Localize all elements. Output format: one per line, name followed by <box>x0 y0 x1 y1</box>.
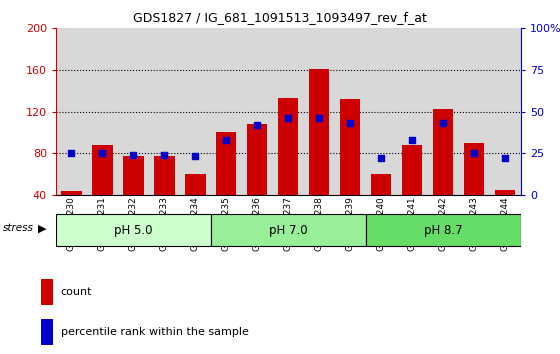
Bar <box>180 28 211 195</box>
Point <box>501 155 510 161</box>
Bar <box>149 28 180 195</box>
Bar <box>495 189 515 195</box>
Bar <box>242 28 273 195</box>
Bar <box>335 28 366 195</box>
Bar <box>397 28 428 195</box>
Bar <box>185 174 206 195</box>
Point <box>346 120 355 126</box>
Point <box>377 155 386 161</box>
Point <box>191 154 200 159</box>
Point <box>67 150 76 156</box>
FancyBboxPatch shape <box>56 214 211 246</box>
Text: stress: stress <box>3 223 34 233</box>
Bar <box>155 156 175 195</box>
Bar <box>464 143 484 195</box>
Bar <box>428 28 459 195</box>
Text: percentile rank within the sample: percentile rank within the sample <box>60 327 249 337</box>
Bar <box>123 156 143 195</box>
Bar <box>459 28 490 195</box>
Point <box>315 115 324 121</box>
Bar <box>248 124 268 195</box>
Point <box>253 122 262 128</box>
Bar <box>278 98 298 195</box>
Point <box>284 115 293 121</box>
Bar <box>40 279 53 305</box>
Point <box>160 152 169 158</box>
Bar <box>490 28 521 195</box>
Text: pH 7.0: pH 7.0 <box>269 224 307 236</box>
FancyBboxPatch shape <box>211 214 366 246</box>
Bar <box>433 109 454 195</box>
Bar <box>309 69 329 195</box>
Bar <box>118 28 149 195</box>
Bar <box>304 28 335 195</box>
Text: pH 5.0: pH 5.0 <box>114 224 153 236</box>
Point <box>129 152 138 158</box>
Bar <box>92 145 113 195</box>
Point <box>408 137 417 143</box>
Point <box>98 150 107 156</box>
Bar <box>340 99 361 195</box>
Bar <box>40 319 53 345</box>
Text: GDS1827 / IG_681_1091513_1093497_rev_f_at: GDS1827 / IG_681_1091513_1093497_rev_f_a… <box>133 11 427 24</box>
Bar <box>371 174 391 195</box>
Bar <box>216 132 236 195</box>
Point <box>222 137 231 143</box>
Bar <box>87 28 118 195</box>
Bar <box>366 28 397 195</box>
Bar <box>62 190 82 195</box>
Bar <box>402 145 422 195</box>
Point <box>470 150 479 156</box>
Text: ▶: ▶ <box>38 223 46 233</box>
Text: count: count <box>60 287 92 297</box>
Text: pH 8.7: pH 8.7 <box>424 224 463 236</box>
Bar <box>211 28 242 195</box>
Bar <box>56 28 87 195</box>
FancyBboxPatch shape <box>366 214 521 246</box>
Point <box>439 120 448 126</box>
Bar <box>273 28 304 195</box>
